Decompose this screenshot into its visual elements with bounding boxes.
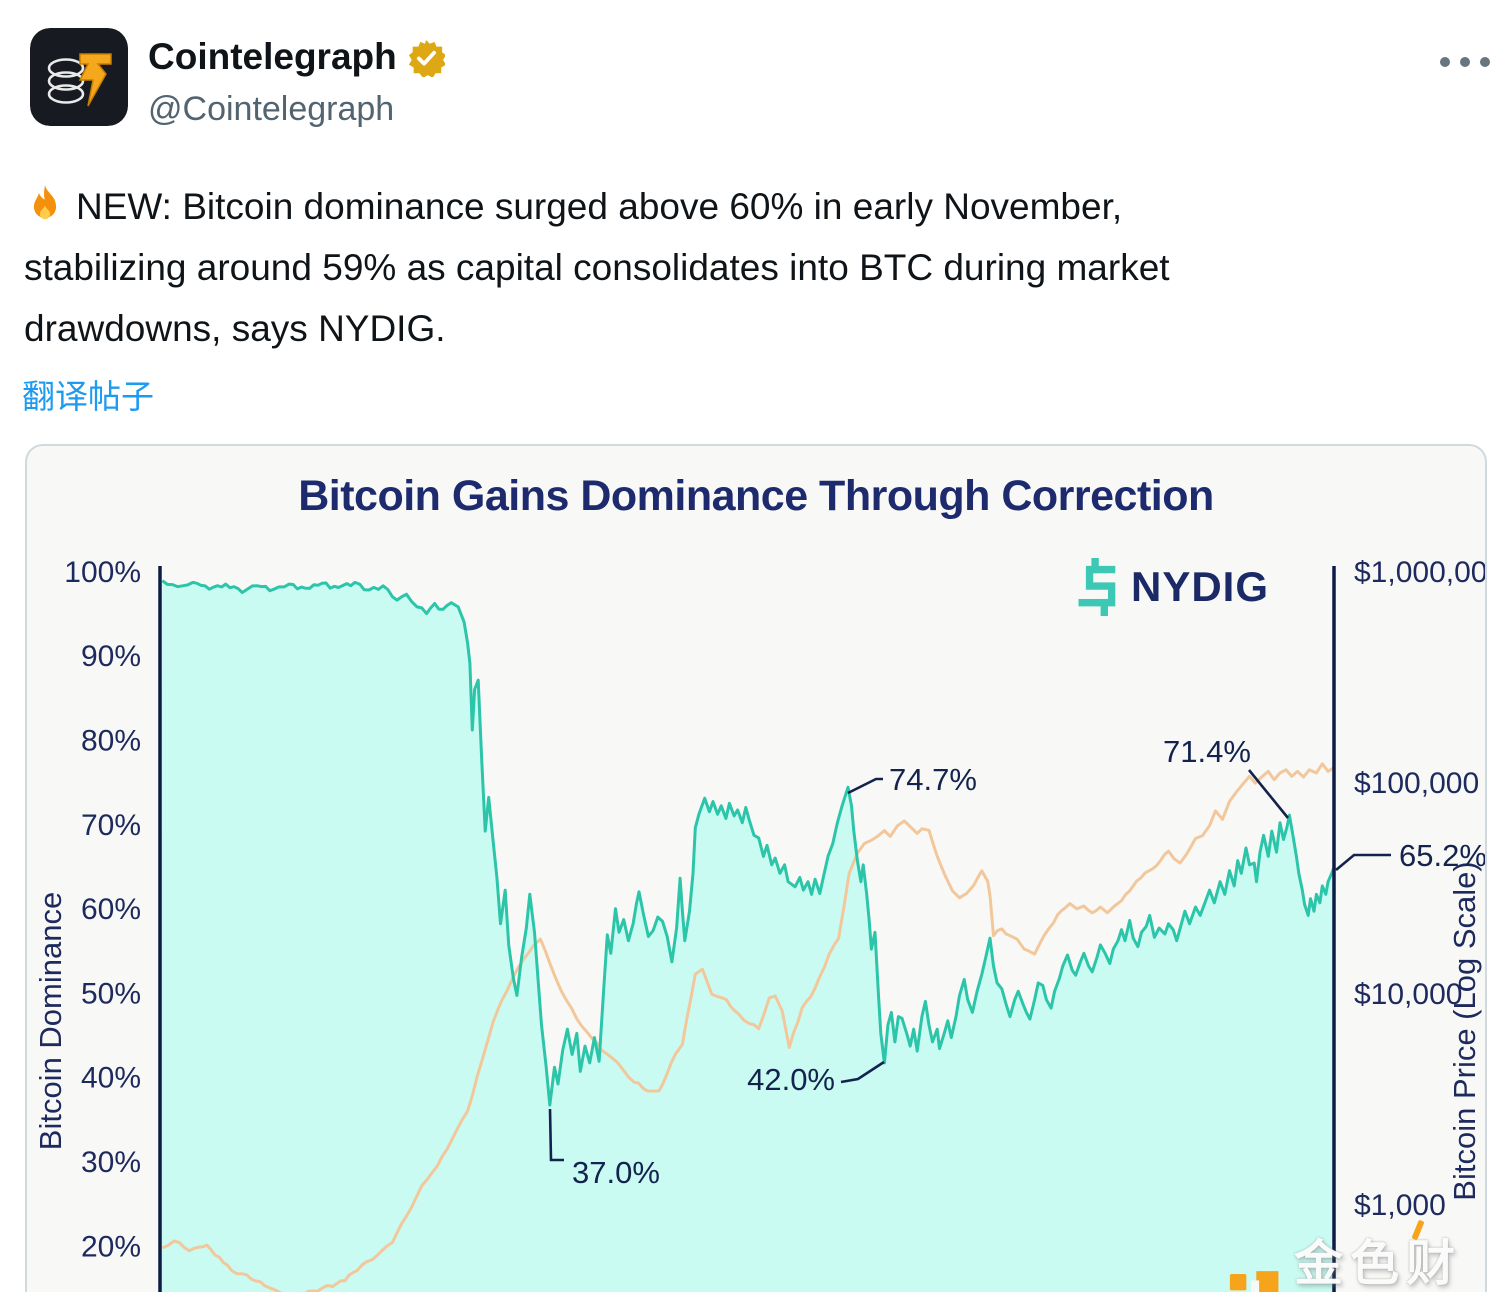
annotation-label: 37.0% — [572, 1155, 660, 1190]
left-axis-tick: 70% — [81, 809, 141, 842]
chart-card[interactable]: 100% 90% 80% 70% 60% 50% 40% 30% 20% $1,000,000 $1… — [25, 444, 1487, 1292]
annotation-connector — [1335, 853, 1391, 871]
annotation-connector — [840, 1060, 885, 1084]
right-axis-tick: $1,000 — [1354, 1189, 1446, 1222]
annotation-connector — [1247, 769, 1290, 819]
left-axis-tick: 40% — [81, 1062, 141, 1095]
right-axis-title: Bitcoin Price (Log Scale) — [1447, 861, 1482, 1200]
right-axis-tick: $1,000,000 — [1354, 556, 1487, 589]
left-axis-tick: 20% — [81, 1230, 141, 1263]
watermark-text: 金色财经 — [1294, 1219, 1485, 1292]
left-axis-tick: 50% — [81, 977, 141, 1010]
annotation-label: 42.0% — [747, 1062, 835, 1097]
avatar[interactable] — [30, 28, 128, 126]
nydig-logo: NYDIG — [1073, 558, 1269, 616]
watermark: 金色财经 — [1229, 1219, 1485, 1292]
dominance-area — [160, 580, 1334, 1292]
tweet-line-1: NEW: Bitcoin dominance surged above 60% … — [76, 186, 1123, 227]
price-line — [161, 762, 1335, 1292]
left-axis-title: Bitcoin Dominance — [33, 892, 68, 1150]
fire-emoji-icon — [24, 182, 66, 224]
annotation-connector — [847, 777, 883, 795]
left-axis-tick: 100% — [64, 556, 141, 589]
gold-verified-badge-icon — [408, 39, 445, 77]
author-handle[interactable]: @Cointelegraph — [148, 90, 395, 128]
annotation-connector — [548, 1108, 564, 1162]
cointelegraph-logo-icon — [30, 28, 128, 126]
more-menu-button[interactable] — [1426, 44, 1490, 80]
dominance-line — [161, 579, 1336, 1107]
right-axis-tick: $100,000 — [1354, 767, 1479, 800]
tweet-line-3: drawdowns, says NYDIG. — [24, 308, 446, 349]
left-axis-tick: 60% — [81, 893, 141, 926]
chart-svg: 100% 90% 80% 70% 60% 50% 40% 30% 20% $1,000,000 $1… — [33, 556, 1487, 1292]
jinse-finance-logo-icon — [1229, 1271, 1279, 1292]
tweet-text: NEW: Bitcoin dominance surged above 60% … — [24, 176, 1486, 359]
left-axis-tick: 90% — [81, 640, 141, 673]
chart-title: Bitcoin Gains Dominance Through Correcti… — [298, 472, 1214, 520]
tweet-line-2: stabilizing around 59% as capital consol… — [24, 247, 1170, 288]
left-axis-tick: 80% — [81, 725, 141, 758]
left-axis-tick: 30% — [81, 1146, 141, 1179]
nydig-icon — [1078, 558, 1116, 616]
author-name[interactable]: Cointelegraph — [148, 36, 397, 77]
translate-post-link[interactable]: 翻译帖子 — [22, 378, 154, 415]
right-axis-tick: $10,000 — [1354, 978, 1462, 1011]
more-dots-icon — [1440, 57, 1450, 67]
annotation-label: 74.7% — [889, 762, 977, 797]
nydig-wordmark: NYDIG — [1131, 563, 1270, 610]
annotation-label: 65.2% — [1399, 838, 1487, 873]
annotation-label: 71.4% — [1163, 734, 1251, 769]
